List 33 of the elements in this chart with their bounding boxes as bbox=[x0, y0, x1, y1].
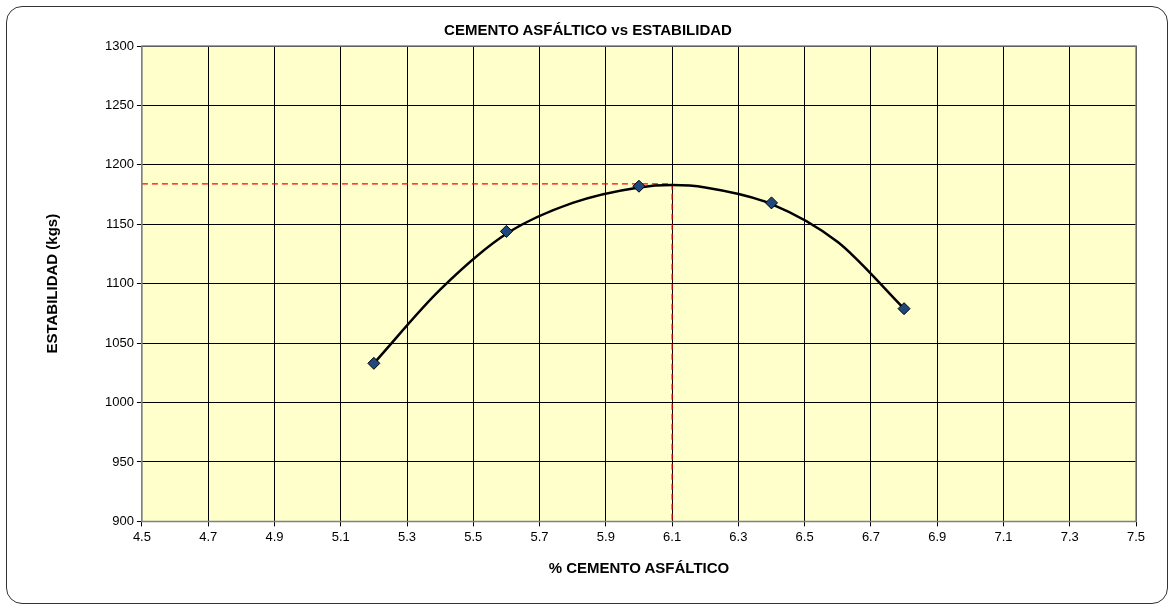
y-tick-label: 1300 bbox=[105, 37, 134, 53]
y-axis-title: ESTABILIDAD (kgs) bbox=[43, 213, 61, 354]
y-tick-label: 950 bbox=[112, 453, 134, 469]
y-tick-label: 1100 bbox=[105, 275, 134, 291]
y-tick-label: 1250 bbox=[105, 97, 134, 112]
x-tick-label: 4.9 bbox=[265, 528, 284, 544]
y-tick-label: 1150 bbox=[105, 215, 134, 231]
point bbox=[367, 356, 381, 370]
point bbox=[632, 179, 646, 193]
x-tick-label: 6.1 bbox=[663, 528, 682, 544]
x-axis-title: % CEMENTO ASFÁLTICO bbox=[548, 559, 730, 577]
chart-title: CEMENTO ASFÁLTICO vs ESTABILIDAD bbox=[444, 21, 733, 39]
y-tick-label: 1200 bbox=[105, 156, 134, 172]
x-tick-label: 6.9 bbox=[928, 528, 947, 544]
point bbox=[765, 196, 778, 210]
x-tick-label: 4.7 bbox=[199, 528, 218, 544]
x-tick-label: 4.5 bbox=[132, 528, 151, 544]
x-tick-label: 7.1 bbox=[994, 528, 1013, 544]
x-tick-label: 5.1 bbox=[331, 528, 350, 544]
point bbox=[897, 302, 911, 316]
x-tick-label: 6.3 bbox=[729, 528, 748, 544]
point bbox=[499, 224, 513, 238]
x-tick-label: 5.3 bbox=[397, 528, 417, 544]
x-tick-label: 5.9 bbox=[596, 528, 615, 544]
x-tick-label: 5.5 bbox=[464, 528, 483, 544]
y-tick-label: 900 bbox=[112, 512, 134, 528]
x-tick-label: 6.5 bbox=[795, 528, 814, 544]
x-tick-label: 7.3 bbox=[1060, 528, 1079, 544]
y-tick-label: 1050 bbox=[105, 334, 134, 350]
x-tick-label: 6.7 bbox=[861, 528, 880, 544]
y-tick-label: 1000 bbox=[105, 394, 134, 410]
x-tick-label: 7.5 bbox=[1126, 528, 1146, 544]
x-tick-label: 5.7 bbox=[530, 528, 549, 544]
